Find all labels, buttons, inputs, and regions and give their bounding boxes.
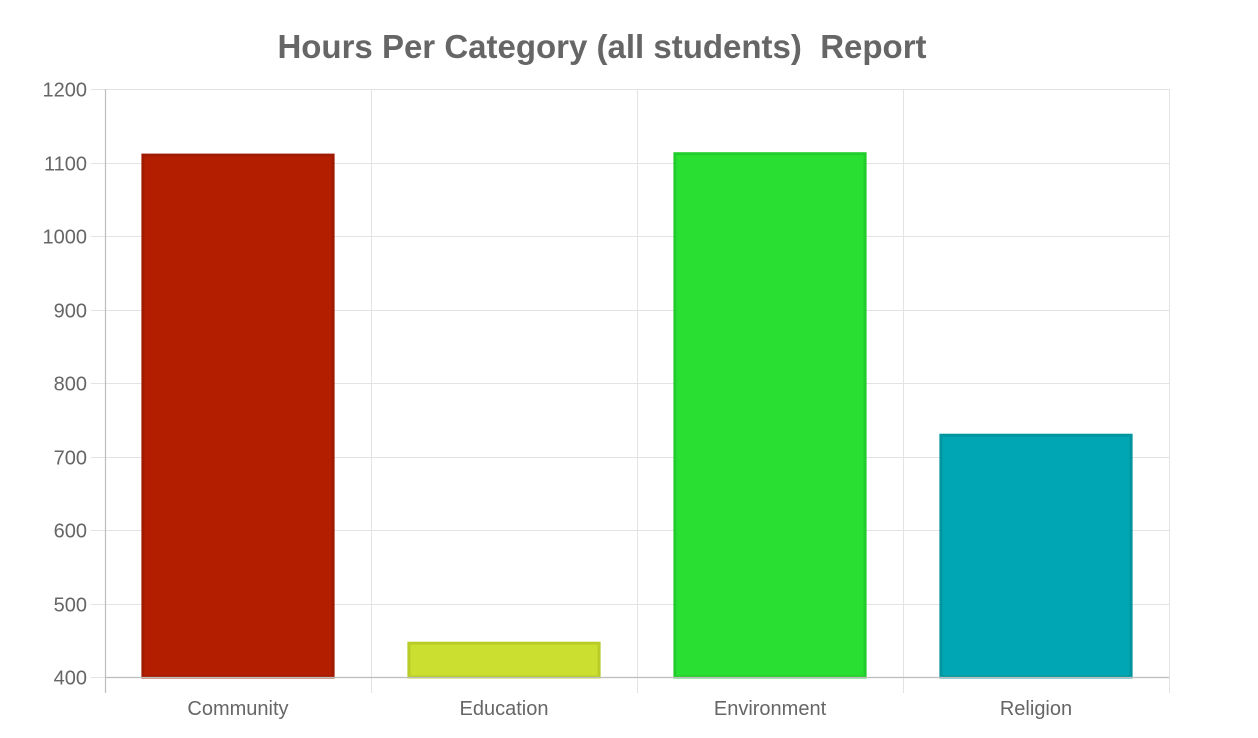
chart-title: Hours Per Category (all students) Report [277, 28, 927, 65]
y-tick-label: 600 [54, 521, 87, 543]
x-tick-label: Religion [1000, 698, 1072, 720]
y-tick-label: 1200 [43, 80, 88, 102]
bar-environment[interactable] [673, 152, 867, 679]
y-tick-label: 900 [54, 301, 87, 323]
y-tick-label: 400 [54, 668, 87, 690]
y-tick-label: 1100 [44, 154, 87, 176]
bar-religion[interactable] [939, 433, 1133, 679]
bar-education[interactable] [407, 641, 601, 679]
x-tick-label: Community [187, 698, 288, 720]
y-tick-label: 500 [54, 595, 87, 617]
label-layer: 400 500 600 700 800 900 1000 1100 1200 Community E… [43, 80, 1073, 721]
y-tick-label: 1000 [43, 227, 88, 249]
bar-layer [141, 152, 1133, 679]
y-tick-label: 700 [54, 448, 87, 470]
axis-layer [104, 89, 1169, 693]
x-tick-label: Education [460, 698, 549, 720]
y-tick-label: 800 [54, 374, 87, 396]
x-tick-label: Environment [714, 698, 827, 720]
bar-community[interactable] [141, 153, 335, 679]
